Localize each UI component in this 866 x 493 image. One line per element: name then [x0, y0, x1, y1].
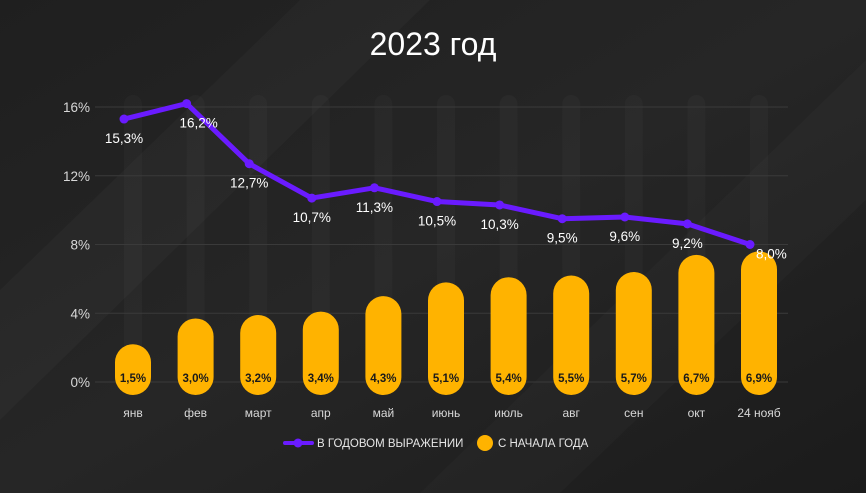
bar-value-label: 5,7% [621, 373, 647, 385]
bar-value-label: 3,4% [308, 373, 334, 385]
x-tick-label: июнь [432, 406, 461, 420]
line-point [244, 159, 254, 169]
chart-title: 2023 год [370, 26, 497, 62]
bar-value-label: 6,9% [746, 373, 772, 385]
bar-value-label: 3,2% [245, 373, 271, 385]
line-labels: 15,3% 16,2% 12,7% 10,7% 11,3% 10,5% 10,3% 9,5% 9… [105, 116, 787, 262]
y-tick-label: 8% [70, 238, 90, 253]
legend-bar-label: С НАЧАЛА ГОДА [498, 438, 589, 450]
line-value-label: 12,7% [230, 176, 268, 191]
line-point [432, 197, 442, 207]
line-value-label: 11,3% [356, 200, 393, 215]
line-point [119, 114, 129, 124]
bar-value-label: 5,5% [558, 373, 584, 385]
x-tick-label: март [245, 406, 272, 420]
bar-value-label: 5,1% [433, 373, 459, 385]
line-series [119, 99, 755, 249]
bar-value-label: 5,4% [495, 373, 521, 385]
bar-value-label: 4,3% [370, 373, 396, 385]
line-value-label: 9,5% [547, 231, 578, 246]
line-value-label: 10,7% [293, 210, 331, 225]
line-value-label: 9,2% [672, 236, 703, 251]
bar [553, 275, 590, 395]
line-point [307, 193, 317, 203]
legend-line-marker [293, 438, 303, 448]
y-axis: 0% 4% 8% 12% 16% [63, 100, 90, 390]
bar [302, 311, 339, 395]
line-point [745, 240, 755, 249]
bar [490, 277, 527, 395]
bar [177, 318, 214, 395]
bar [428, 282, 464, 395]
y-tick-label: 12% [63, 169, 90, 184]
y-tick-label: 4% [70, 306, 90, 321]
x-tick-label: окт [688, 406, 706, 420]
x-tick-label: апр [311, 406, 331, 420]
line-point [620, 212, 630, 222]
line-value-label: 8,0% [756, 247, 787, 262]
y-tick-label: 16% [63, 100, 90, 115]
legend-bar-swatch [477, 435, 493, 451]
bar-value-label: 3,0% [182, 373, 208, 385]
line-value-label: 16,2% [179, 116, 217, 131]
legend-line-label: В ГОДОВОМ ВЫРАЖЕНИИ [317, 438, 463, 450]
bar-value-label: 6,7% [683, 373, 709, 385]
line-point [369, 183, 379, 193]
bar-value-label: 1,5% [120, 373, 146, 385]
line-point [557, 214, 567, 224]
legend: В ГОДОВОМ ВЫРАЖЕНИИ С НАЧАЛА ГОДА [283, 435, 589, 451]
x-tick-label: фев [184, 406, 207, 420]
y-tick-label: 0% [70, 375, 90, 390]
bar [678, 254, 715, 395]
line-point [495, 200, 505, 210]
bar [615, 272, 652, 395]
x-tick-label: авг [562, 406, 580, 420]
x-tick-label: июль [494, 406, 523, 420]
bar-labels: 1,5% 3,0% 3,2% 3,4% 4,3% 5,1% 5,4% 5,5% 5,7% 6,7%… [120, 373, 772, 385]
bar [240, 315, 277, 395]
x-tick-label: янв [123, 406, 143, 420]
line-value-label: 10,3% [480, 217, 518, 232]
line-point [682, 219, 692, 229]
line-value-label: 15,3% [105, 131, 143, 146]
x-tick-label: сен [624, 406, 643, 420]
x-tick-label: май [373, 406, 395, 420]
line-point [182, 99, 192, 109]
bar [365, 296, 402, 395]
bar-series [115, 251, 777, 395]
x-axis: янв фев март апр май июнь июль авг сен окт 24 нояб [123, 406, 781, 420]
line-value-label: 9,6% [609, 229, 640, 244]
bar [741, 251, 777, 395]
bar [115, 344, 151, 395]
line-value-label: 10,5% [418, 214, 456, 229]
x-tick-label: 24 нояб [737, 406, 780, 420]
